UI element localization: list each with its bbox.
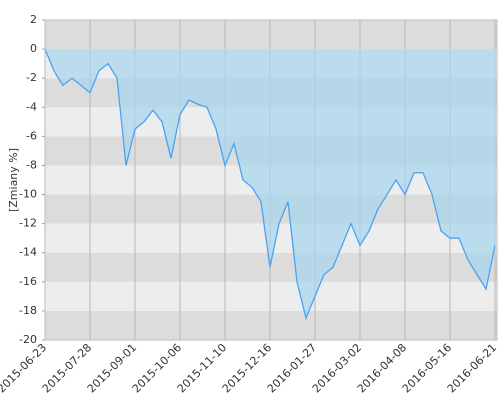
y-tick-label: -20 xyxy=(19,333,37,346)
y-tick-label: -14 xyxy=(19,246,37,259)
y-axis-label: [Zmiany %] xyxy=(7,148,20,212)
grid-band xyxy=(45,310,497,340)
y-tick-label: 2 xyxy=(30,13,37,26)
y-tick-label: -8 xyxy=(26,158,37,171)
plot-frame xyxy=(44,19,498,341)
y-tick-label: -4 xyxy=(26,100,37,113)
grid-band xyxy=(45,20,497,50)
grid-band xyxy=(45,281,497,311)
y-tick-label: 0 xyxy=(30,42,37,55)
area-fill xyxy=(45,49,495,319)
y-tick-label: -10 xyxy=(19,188,37,201)
y-tick-label: -12 xyxy=(19,217,37,230)
y-tick-label: -16 xyxy=(19,275,37,288)
line xyxy=(44,48,496,321)
y-tick-label: -2 xyxy=(26,71,37,84)
y-tick-label: -18 xyxy=(19,304,37,317)
y-tick-label: -6 xyxy=(26,129,37,142)
